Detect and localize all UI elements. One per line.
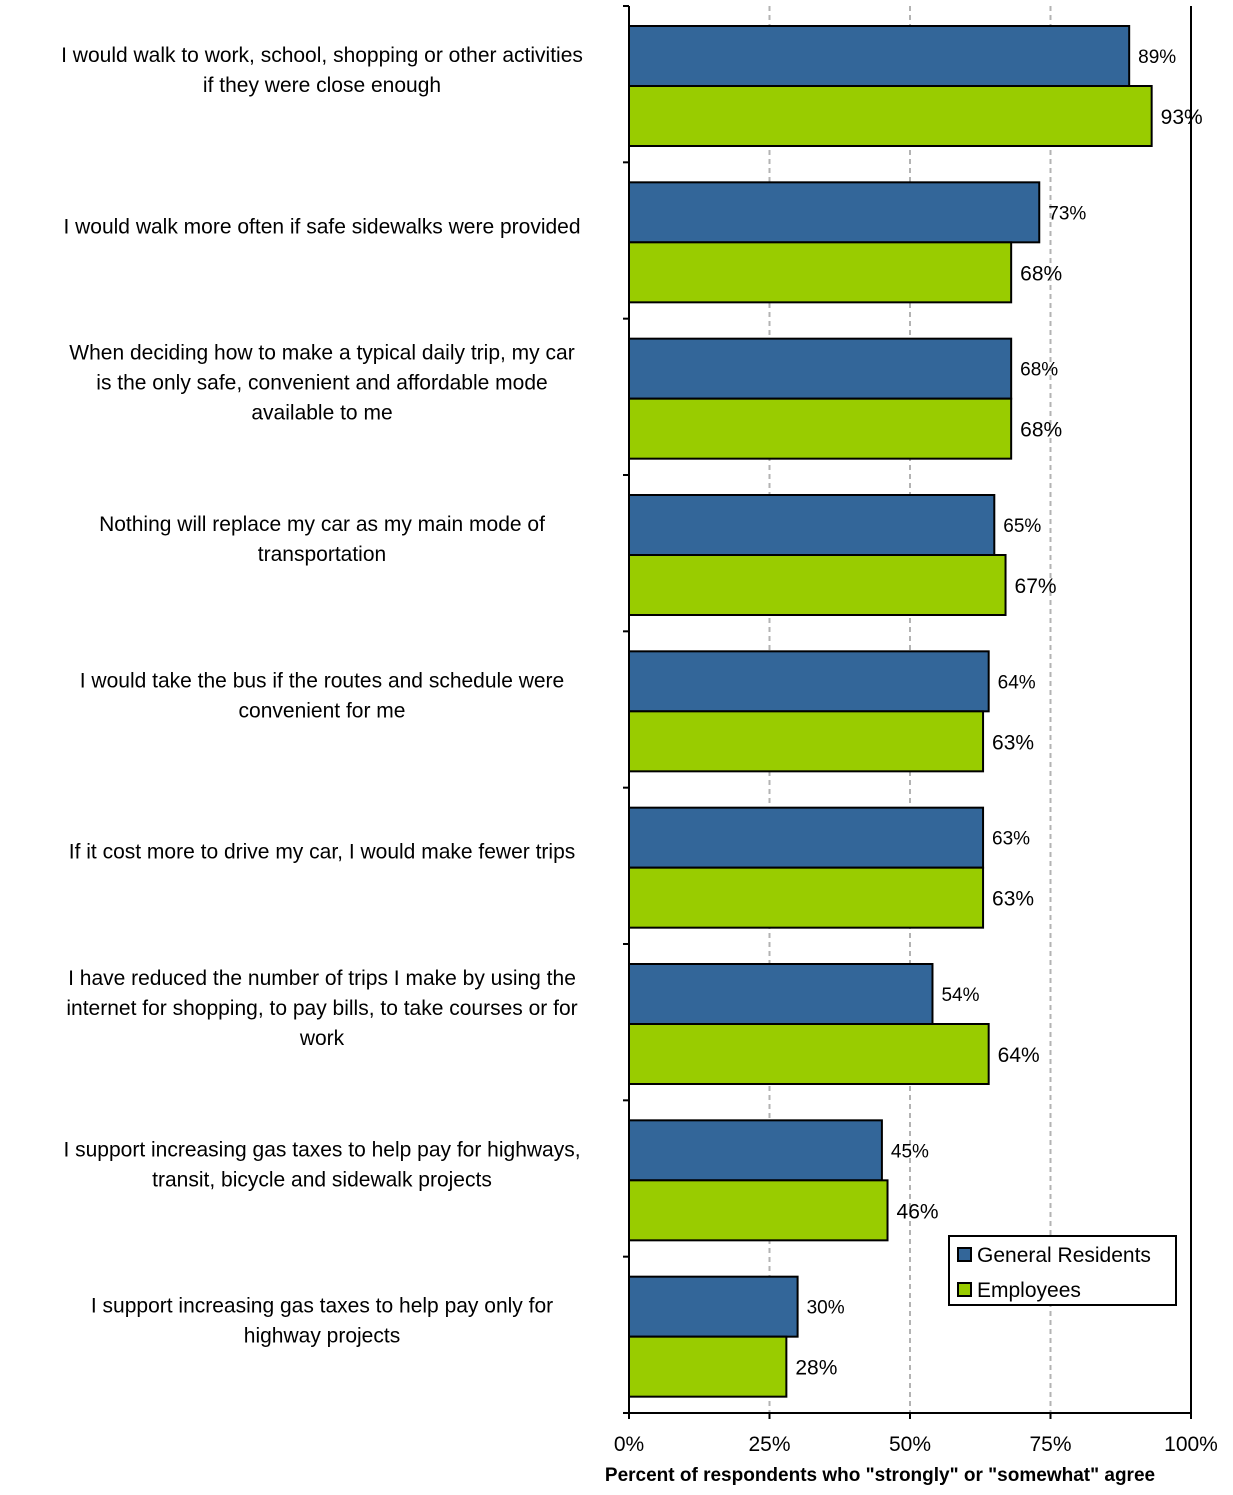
data-label-general-residents-8: 30%: [807, 1298, 845, 1319]
x-tick-label-100: 100%: [1164, 1433, 1218, 1456]
x-tick-label-25: 25%: [748, 1433, 790, 1456]
legend-swatch-employees: [957, 1282, 972, 1297]
category-label-3: Nothing will replace my car as my main m…: [99, 513, 545, 566]
category-label-6: I have reduced the number of trips I mak…: [66, 967, 577, 1050]
data-label-employees-8: 28%: [795, 1357, 837, 1380]
category-label-5: If it cost more to drive my car, I would…: [69, 841, 576, 864]
data-label-employees-2: 68%: [1020, 419, 1062, 442]
x-tick-label-75: 75%: [1029, 1433, 1071, 1456]
bar-general-residents-6: [628, 963, 934, 1025]
legend: General Residents Employees: [948, 1235, 1177, 1306]
data-label-general-residents-0: 89%: [1138, 47, 1176, 68]
data-labels: 89% 93% 73% 68% 68% 68% 65% 67% 64% 63% 63% 63% 54% 6…: [795, 47, 1202, 1380]
data-label-general-residents-7: 45%: [891, 1141, 929, 1162]
bar-employees-3: [628, 554, 1007, 616]
x-tick-label-50: 50%: [889, 1433, 931, 1456]
category-label-7: I support increasing gas taxes to help p…: [63, 1138, 580, 1191]
legend-swatch-general-residents: [957, 1247, 972, 1262]
bar-employees-7: [628, 1179, 889, 1242]
bar-general-residents-1: [628, 181, 1041, 244]
bars: [628, 25, 1153, 1398]
data-label-employees-0: 93%: [1161, 106, 1203, 129]
category-label-8: I support increasing gas taxes to help p…: [91, 1295, 553, 1348]
bar-general-residents-7: [628, 1119, 883, 1182]
bar-general-residents-4: [628, 650, 990, 713]
bar-employees-2: [628, 397, 1013, 460]
bar-employees-0: [628, 85, 1153, 147]
category-label-2: When deciding how to make a typical dail…: [69, 342, 574, 425]
bar-employees-8: [628, 1335, 788, 1398]
x-axis-title: Percent of respondents who "strongly" or…: [605, 1465, 1155, 1486]
category-label-0: I would walk to work, school, shopping o…: [61, 44, 583, 97]
bar-employees-5: [628, 866, 985, 929]
data-label-general-residents-6: 54%: [941, 985, 979, 1006]
data-label-employees-3: 67%: [1015, 575, 1057, 598]
legend-box: [948, 1235, 1177, 1306]
data-label-employees-6: 64%: [998, 1044, 1040, 1067]
data-label-general-residents-4: 64%: [998, 672, 1036, 693]
bar-general-residents-3: [628, 494, 996, 556]
legend-label-employees: Employees: [977, 1279, 1081, 1302]
data-label-general-residents-1: 73%: [1048, 203, 1086, 224]
data-label-general-residents-3: 65%: [1003, 516, 1041, 537]
data-label-employees-7: 46%: [897, 1200, 939, 1223]
x-tick-labels: 0% 25% 50% 75% 100%: [614, 1433, 1218, 1456]
bar-general-residents-2: [628, 337, 1013, 400]
data-label-employees-5: 63%: [992, 888, 1034, 911]
data-label-employees-1: 68%: [1020, 262, 1062, 285]
category-label-1: I would walk more often if safe sidewalk…: [63, 215, 580, 238]
legend-label-general-residents: General Residents: [977, 1244, 1151, 1267]
bar-general-residents-0: [628, 25, 1131, 87]
bar-general-residents-5: [628, 806, 985, 869]
x-tick-label-0: 0%: [614, 1433, 644, 1456]
axes: [623, 5, 1192, 1419]
bar-employees-6: [628, 1023, 990, 1085]
category-label-4: I would take the bus if the routes and s…: [80, 669, 564, 722]
data-label-employees-4: 63%: [992, 731, 1034, 754]
data-label-general-residents-2: 68%: [1020, 360, 1058, 381]
bar-employees-1: [628, 241, 1013, 304]
bar-general-residents-8: [628, 1275, 799, 1338]
bar-employees-4: [628, 710, 985, 773]
category-labels: I would walk to work, school, shopping o…: [61, 44, 583, 1348]
data-label-general-residents-5: 63%: [992, 829, 1030, 850]
